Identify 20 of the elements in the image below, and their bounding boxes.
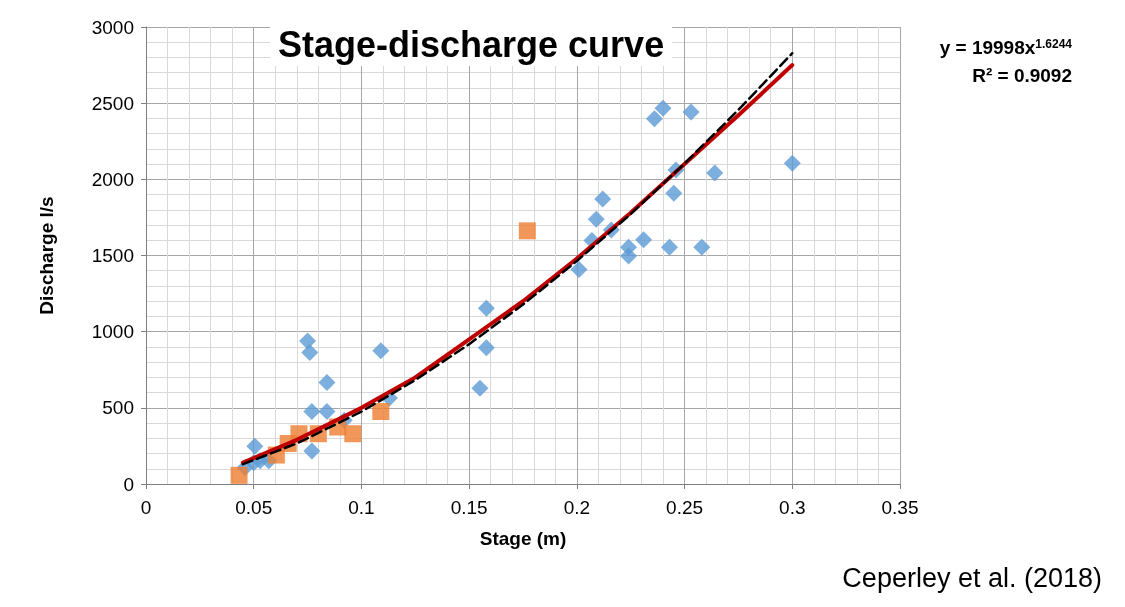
y-tick-label: 3000 (91, 16, 134, 38)
x-tick-label: 0 (140, 497, 152, 518)
y-tick-label: 2000 (91, 168, 134, 190)
x-tick-label: 0.05 (235, 497, 273, 518)
y-tick-label: 2500 (91, 92, 134, 114)
text: Ceperley et al. (2018) (842, 562, 1102, 593)
y-axis-title: Discharge l/s (36, 196, 57, 315)
y-tick-label: 500 (102, 397, 134, 419)
x-tick-label: 0.15 (450, 497, 488, 518)
y-tick-label: 1000 (91, 321, 134, 343)
x-tick-label: 0.25 (666, 497, 704, 518)
x-tick-label: 0.3 (779, 497, 806, 518)
y-tick-label: 0 (123, 473, 134, 495)
x-tick-label: 0.2 (563, 497, 591, 518)
chart-title: Stage-discharge curve (278, 23, 665, 65)
x-tick-label: 0.35 (881, 497, 919, 518)
text: R² = 0.9092 (972, 65, 1073, 86)
y-tick-label: 1500 (91, 245, 134, 266)
x-tick-label: 0.1 (348, 497, 375, 518)
x-axis-title: Stage (m) (479, 528, 567, 549)
